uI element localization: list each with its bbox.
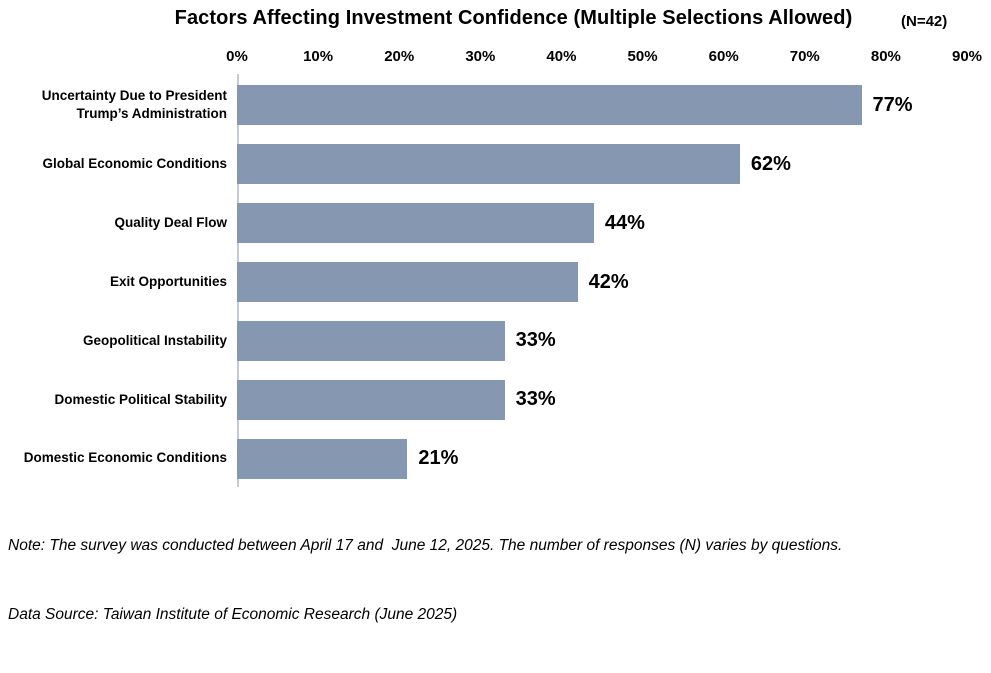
bar (237, 379, 505, 420)
bar (237, 438, 408, 479)
bar-track: 21% (237, 438, 967, 479)
plot-area: Uncertainty Due to President Trump’s Adm… (0, 76, 991, 488)
bar-row: Uncertainty Due to President Trump’s Adm… (0, 76, 991, 135)
chart-title: Factors Affecting Investment Confidence … (174, 7, 853, 29)
bar-value-label: 33% (515, 329, 556, 352)
bar-value-label: 33% (515, 388, 556, 411)
bar-row: Domestic Political Stability 33% (0, 370, 991, 429)
bar-track: 77% (237, 85, 967, 126)
bar-row: Global Economic Conditions 62% (0, 135, 991, 194)
bar (237, 85, 862, 126)
category-label: Global Economic Conditions (42, 156, 227, 172)
bar-value-label: 44% (604, 211, 645, 234)
category-label: Domestic Economic Conditions (23, 450, 227, 466)
bar-track: 33% (237, 320, 967, 361)
bar-row: Quality Deal Flow 44% (0, 194, 991, 253)
x-axis-tick: 50% (627, 48, 658, 65)
bar (237, 203, 594, 244)
bar-track: 62% (237, 144, 967, 185)
x-axis-tick: 60% (708, 48, 739, 65)
x-axis-tick: 10% (303, 48, 334, 65)
x-axis-tick: 0% (226, 48, 248, 65)
bar-value-label: 21% (418, 447, 459, 470)
bar-value-label: 62% (750, 152, 791, 175)
bar-value-label: 77% (872, 93, 913, 116)
chart-canvas: Factors Affecting Investment Confidence … (0, 7, 991, 623)
x-axis-tick: 40% (546, 48, 577, 65)
x-axis: 0% 10% 20% 30% 40% 50% 60% 70% 80% 90% (226, 48, 982, 66)
x-axis-tick: 70% (789, 48, 820, 65)
category-label: Domestic Political Stability (54, 391, 227, 407)
footnote-source: Data Source: Taiwan Institute of Economi… (8, 605, 458, 623)
x-axis-tick: 80% (870, 48, 901, 65)
x-axis-tick: 20% (384, 48, 415, 65)
footnote-note: Note: The survey was conducted between A… (8, 536, 843, 554)
bar-row: Domestic Economic Conditions 21% (0, 429, 991, 488)
bar-row: Geopolitical Instability 33% (0, 311, 991, 370)
category-label: Geopolitical Instability (82, 332, 227, 348)
category-label: Exit Opportunities (109, 273, 227, 289)
bar-row: Exit Opportunities 42% (0, 253, 991, 312)
footnotes: Note: The survey was conducted between A… (8, 489, 842, 673)
bar-track: 42% (237, 262, 967, 302)
category-label: Quality Deal Flow (114, 215, 227, 231)
category-label: Uncertainty Due to President Trump’s Adm… (41, 88, 227, 122)
sample-size-label: (N=42) (901, 13, 948, 30)
x-axis-tick: 90% (951, 48, 983, 65)
bar-track: 33% (237, 379, 967, 420)
bar (237, 262, 578, 302)
bar-track: 44% (237, 203, 967, 244)
x-axis-tick: 30% (465, 48, 496, 65)
bar (237, 320, 505, 361)
bar-value-label: 42% (588, 270, 629, 293)
bar (237, 144, 740, 185)
